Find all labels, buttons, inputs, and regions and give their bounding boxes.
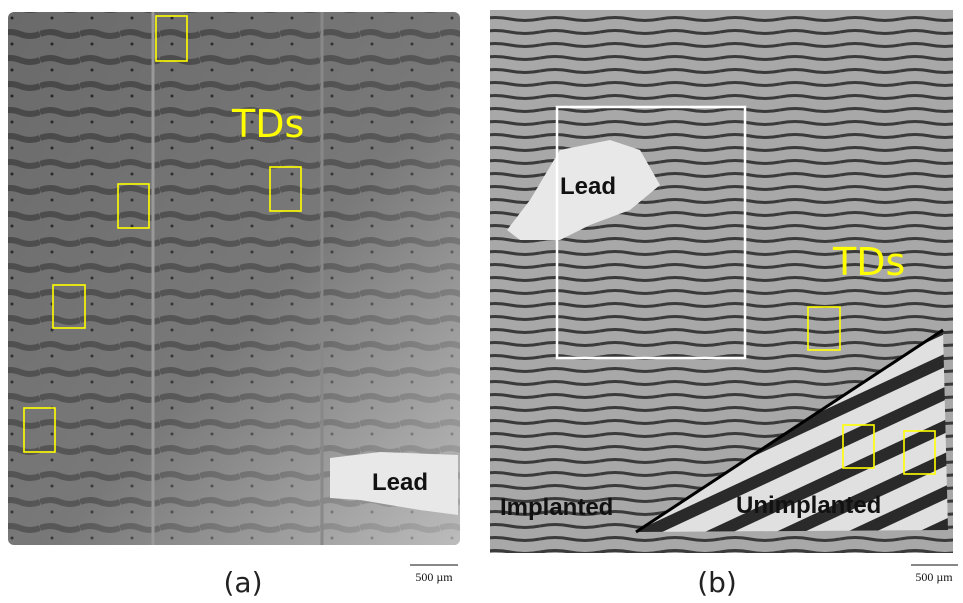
label-implanted: Implanted xyxy=(500,494,613,521)
panel-b: Lead TDs Implanted Unimplanted (b) 500 µ… xyxy=(490,10,958,599)
caption: (b) xyxy=(697,566,737,599)
scale-bar-label: 500 µm xyxy=(415,570,453,584)
scale-bar-label: 500 µm xyxy=(915,570,953,584)
caption: (a) xyxy=(223,566,262,599)
label-unimplanted: Unimplanted xyxy=(736,492,881,519)
label-tds: TDs xyxy=(832,240,905,284)
label-lead: Lead xyxy=(560,173,616,200)
panel-a: TDs Lead (a) 500 µm xyxy=(8,12,460,599)
label-tds: TDs xyxy=(231,102,304,146)
figure: TDs Lead (a) 500 µm Lead TDs Implanted U… xyxy=(0,0,963,603)
label-lead: Lead xyxy=(372,469,428,496)
